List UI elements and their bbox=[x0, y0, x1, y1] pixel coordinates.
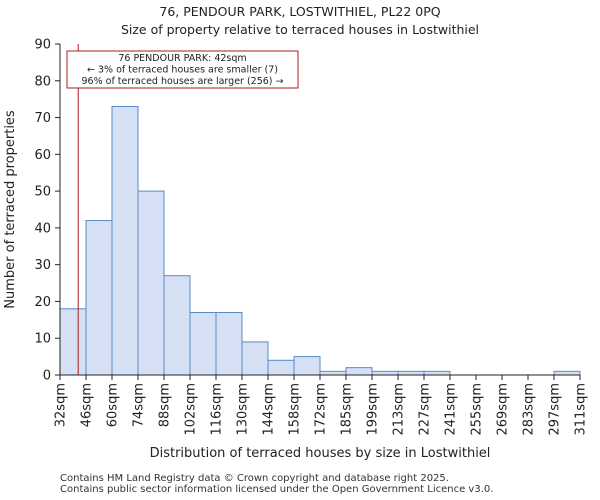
footer-line-2: Contains public sector information licen… bbox=[60, 484, 494, 495]
histogram-bar bbox=[137, 190, 165, 376]
histogram-bar bbox=[293, 356, 321, 376]
x-tick-label: 102sqm bbox=[184, 383, 199, 436]
y-tick-label: 20 bbox=[34, 295, 51, 310]
histogram-bar bbox=[189, 311, 217, 376]
x-tick-label: 269sqm bbox=[496, 383, 511, 436]
histogram-bar bbox=[59, 308, 87, 376]
chart-title: 76, PENDOUR PARK, LOSTWITHIEL, PL22 0PQ bbox=[159, 4, 441, 19]
x-tick-label: 185sqm bbox=[340, 383, 355, 436]
x-tick-label: 88sqm bbox=[158, 383, 173, 427]
annotation-line: 76 PENDOUR PARK: 42sqm bbox=[118, 53, 246, 64]
x-tick-label: 227sqm bbox=[418, 383, 433, 436]
x-tick-label: 144sqm bbox=[262, 383, 277, 436]
y-tick-label: 70 bbox=[34, 111, 51, 126]
y-axis-label: Number of terraced properties bbox=[3, 110, 18, 309]
x-tick-label: 46sqm bbox=[80, 383, 95, 427]
histogram-bar bbox=[319, 370, 347, 376]
y-tick-label: 0 bbox=[43, 369, 51, 384]
histogram-bar bbox=[345, 367, 373, 376]
x-tick-label: 241sqm bbox=[444, 383, 459, 436]
x-tick-label: 172sqm bbox=[314, 383, 329, 436]
y-tick-label: 60 bbox=[34, 148, 51, 163]
chart-subtitle: Size of property relative to terraced ho… bbox=[120, 22, 480, 37]
chart-title-block: 76, PENDOUR PARK, LOSTWITHIEL, PL22 0PQ … bbox=[0, 3, 600, 39]
y-tick-label: 30 bbox=[34, 258, 51, 273]
x-tick-label: 255sqm bbox=[470, 383, 485, 436]
y-tick-label: 10 bbox=[34, 332, 51, 347]
x-axis-label: Distribution of terraced houses by size … bbox=[150, 446, 491, 461]
histogram-bar bbox=[397, 370, 425, 376]
x-tick-label: 60sqm bbox=[106, 383, 121, 427]
annotation-box bbox=[66, 50, 299, 89]
x-tick-label: 158sqm bbox=[288, 383, 303, 436]
histogram-bar bbox=[553, 370, 581, 376]
x-tick-label: 199sqm bbox=[366, 383, 381, 436]
x-tick-label: 116sqm bbox=[210, 383, 225, 436]
y-tick-label: 50 bbox=[34, 185, 51, 200]
x-tick-label: 283sqm bbox=[522, 383, 537, 436]
x-tick-label: 130sqm bbox=[236, 383, 251, 436]
histogram-bar bbox=[371, 370, 399, 376]
histogram-bar bbox=[215, 311, 243, 376]
histogram-bar bbox=[267, 359, 295, 376]
footer-line-1: Contains HM Land Registry data © Crown c… bbox=[60, 473, 449, 484]
histogram-bar bbox=[163, 275, 191, 376]
x-tick-label: 297sqm bbox=[548, 383, 563, 436]
x-tick-label: 32sqm bbox=[54, 383, 69, 427]
y-tick-label: 80 bbox=[34, 74, 51, 89]
annotation-line: 96% of terraced houses are larger (256) … bbox=[82, 76, 284, 87]
histogram-bar bbox=[111, 106, 139, 376]
histogram-bar bbox=[423, 370, 451, 376]
x-tick-label: 213sqm bbox=[392, 383, 407, 436]
histogram-bar bbox=[85, 220, 113, 376]
y-tick-label: 40 bbox=[34, 221, 51, 236]
annotation-line: ← 3% of terraced houses are smaller (7) bbox=[87, 65, 278, 76]
footer: Contains HM Land Registry data © Crown c… bbox=[60, 473, 493, 495]
y-tick-label: 90 bbox=[34, 38, 51, 53]
x-tick-label: 311sqm bbox=[574, 383, 589, 436]
histogram-bar bbox=[241, 341, 269, 376]
x-tick-label: 74sqm bbox=[132, 383, 147, 427]
